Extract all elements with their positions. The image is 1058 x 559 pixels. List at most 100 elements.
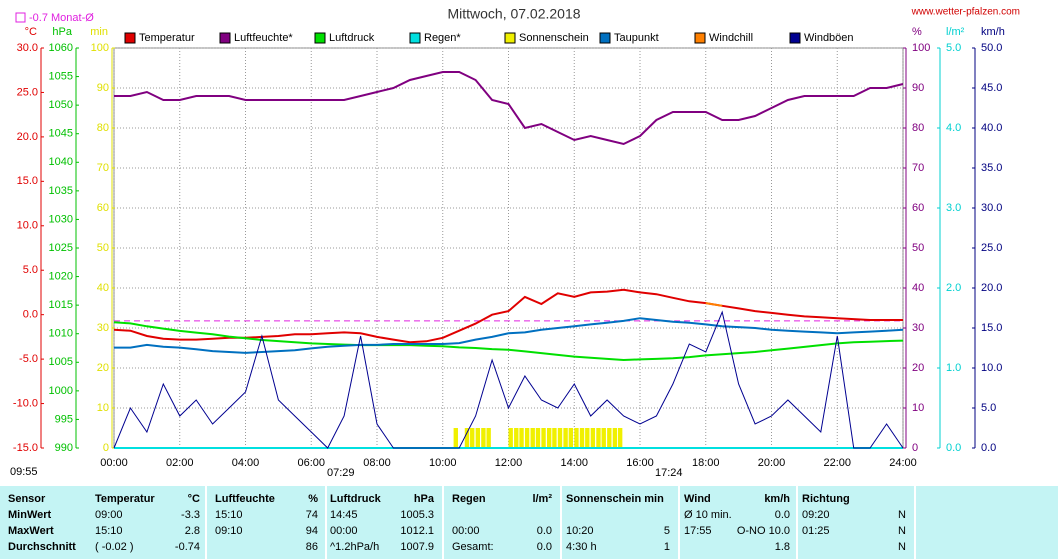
y-tick-label: 0.0 — [946, 442, 961, 454]
table-cell: Sonnenschein min — [566, 493, 664, 505]
table-cell: MinWert — [8, 509, 52, 521]
source: www.wetter-pfalzen.com — [911, 7, 1020, 18]
sunshine-bar — [590, 428, 596, 448]
table-cell: 2.8 — [184, 525, 200, 537]
x-tick-label: 24:00 — [889, 457, 917, 469]
y-tick-label: 70 — [912, 162, 924, 174]
table-cell: 4:30 h — [566, 541, 597, 553]
y-tick-label: 100 — [912, 42, 930, 54]
sunshine-bar — [535, 428, 541, 448]
column-separator — [205, 486, 207, 559]
legend-swatch — [694, 32, 706, 44]
table-cell: 1012.1 — [400, 525, 434, 537]
table-cell: % — [308, 493, 318, 505]
sunshine-bar — [557, 428, 563, 448]
y-tick-label: 15.0 — [981, 322, 1002, 334]
y-tick-label: 1030 — [49, 213, 73, 225]
y-tick-label: 1015 — [49, 299, 73, 311]
table-cell: ( -0.02 ) — [95, 541, 134, 553]
y-tick-label: 20 — [912, 362, 924, 374]
table-cell: Richtung — [802, 493, 850, 505]
y-tick-label: 995 — [55, 413, 73, 425]
table-cell: km/h — [764, 493, 790, 505]
column-separator — [560, 486, 562, 559]
table-cell: 10:20 — [566, 525, 594, 537]
column-separator — [796, 486, 798, 559]
y-tick-label: 10 — [912, 402, 924, 414]
table-cell: Temperatur — [95, 493, 155, 505]
y-tick-label: 80 — [912, 122, 924, 134]
y-tick-label: 3.0 — [946, 202, 961, 214]
sunshine-bar — [519, 428, 524, 448]
table-cell: 01:25 — [802, 525, 830, 537]
chart-title: Mittwoch, 07.02.2018 — [447, 6, 580, 22]
x-tick-label: 02:00 — [166, 457, 194, 469]
y-tick-label: 1040 — [49, 156, 73, 168]
series-line — [113, 321, 904, 362]
y-tick-label: 10.0 — [17, 220, 38, 232]
sunshine-bar — [546, 428, 552, 448]
table-cell: hPa — [413, 493, 434, 505]
legend-label: Windböen — [804, 32, 854, 44]
table-cell: Sensor — [8, 493, 46, 505]
chart: Mittwoch, 07.02.2018 www.wetter-pfalzen.… — [10, 6, 1020, 479]
y-tick-label: 20.0 — [981, 282, 1002, 294]
y-tick-label: 1055 — [49, 70, 73, 82]
legend-swatch — [124, 32, 136, 44]
sunshine-bar — [617, 428, 623, 448]
y-tick-label: 0.0 — [23, 309, 38, 321]
table-cell: Luftfeuchte — [215, 493, 275, 505]
y-tick-label: 100 — [91, 42, 109, 54]
sunshine-bar — [596, 428, 601, 448]
table-cell: O-NO 10.0 — [736, 525, 790, 537]
table-cell: -0.74 — [174, 541, 200, 553]
sunshine-bar — [475, 428, 481, 448]
x-tick-label: 10:00 — [429, 457, 457, 469]
sunshine-bar — [579, 428, 585, 448]
table-cell: Ø 10 min. — [684, 509, 732, 521]
axis-unit: % — [912, 26, 922, 38]
x-tick-label: 14:00 — [560, 457, 588, 469]
series-line — [114, 71, 904, 146]
sunshine-bar — [481, 428, 486, 448]
y-tick-label: -10.0 — [13, 397, 38, 409]
sun-time: 09:55 — [10, 466, 38, 478]
y-tick-label: 25.0 — [981, 242, 1002, 254]
y-tick-label: 60 — [912, 202, 924, 214]
table-cell: 15:10 — [95, 525, 123, 537]
x-tick-label: 18:00 — [692, 457, 720, 469]
table-cell: 17:55 — [684, 525, 712, 537]
y-tick-label: 1050 — [49, 99, 73, 111]
sunshine-bar — [514, 428, 519, 448]
table-cell: N — [898, 525, 906, 537]
y-tick-label: 90 — [97, 82, 109, 94]
table-cell: 0.0 — [536, 541, 552, 553]
y-tick-label: 1005 — [49, 356, 73, 368]
table-cell: 0.0 — [536, 525, 552, 537]
table-cell: 86 — [305, 541, 318, 553]
legend-label: Luftdruck — [329, 32, 375, 44]
sunshine-bar — [563, 428, 568, 448]
legend-label: Sonnenschein — [519, 32, 589, 44]
legend-label: Windchill — [709, 32, 753, 44]
x-tick-label: 12:00 — [495, 457, 523, 469]
column-separator — [678, 486, 680, 559]
y-tick-label: 40.0 — [981, 122, 1002, 134]
sunshine-bar — [574, 428, 579, 448]
y-tick-label: 70 — [97, 162, 109, 174]
y-tick-label: 25.0 — [17, 86, 38, 98]
y-tick-label: 20 — [97, 362, 109, 374]
y-tick-label: 60 — [97, 202, 109, 214]
axis-unit: l/m² — [946, 26, 965, 38]
sunshine-bar — [612, 428, 618, 448]
table-cell: l/m² — [532, 493, 552, 505]
legend-label: Regen* — [424, 32, 461, 44]
x-tick-label: 08:00 — [363, 457, 391, 469]
y-tick-label: 990 — [55, 442, 73, 454]
y-tick-label: 30 — [97, 322, 109, 334]
table-cell: 00:00 — [452, 525, 480, 537]
sunshine-bar — [585, 428, 590, 448]
table-cell: 0.0 — [774, 509, 790, 521]
legend-swatch — [504, 32, 516, 44]
